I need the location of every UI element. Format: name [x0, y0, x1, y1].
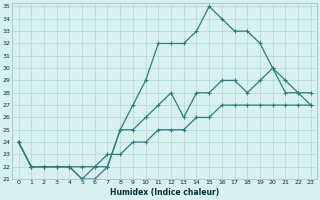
- X-axis label: Humidex (Indice chaleur): Humidex (Indice chaleur): [110, 188, 219, 197]
